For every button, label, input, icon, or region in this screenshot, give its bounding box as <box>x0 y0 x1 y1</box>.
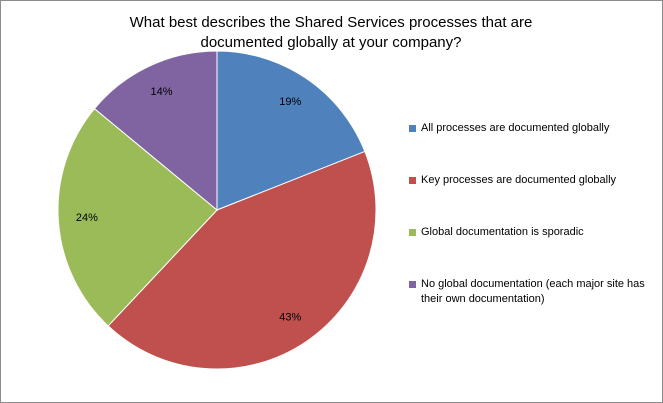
data-label: 24% <box>76 212 98 224</box>
legend-swatch <box>409 281 416 288</box>
legend-item: All processes are documented globally <box>409 121 649 173</box>
legend-item: No global documentation (each major site… <box>409 277 649 329</box>
legend-label: Global documentation is sporadic <box>421 226 584 238</box>
legend-item: Key processes are documented globally <box>409 173 649 225</box>
data-label: 14% <box>150 86 172 98</box>
legend-swatch <box>409 177 416 184</box>
legend-swatch <box>409 125 416 132</box>
pie-slice <box>107 150 377 370</box>
pie-slice <box>216 50 366 211</box>
legend-label: No global documentation (each major site… <box>421 278 645 305</box>
legend-item: Global documentation is sporadic <box>409 225 649 277</box>
legend: All processes are documented globally Key… <box>409 121 649 329</box>
data-label: 19% <box>279 96 301 108</box>
legend-swatch <box>409 229 416 236</box>
legend-label: Key processes are documented globally <box>421 174 617 186</box>
pie-slice <box>57 107 218 327</box>
chart-title: What best describes the Shared Services … <box>129 14 533 51</box>
pie-slice <box>93 50 218 212</box>
data-label: 43% <box>279 312 301 324</box>
legend-label: All processes are documented globally <box>421 122 610 134</box>
